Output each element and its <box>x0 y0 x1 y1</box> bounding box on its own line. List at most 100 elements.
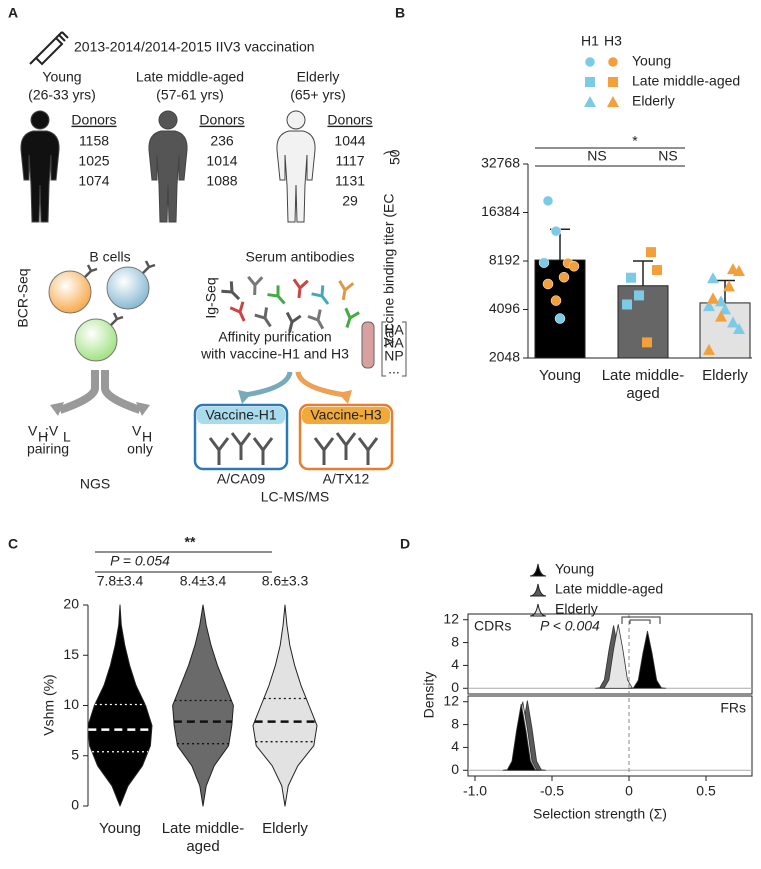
y-tick-label: 5 <box>71 746 79 762</box>
antibody <box>344 307 360 328</box>
group-age: (65+ yrs) <box>290 87 346 103</box>
antibody <box>313 437 335 465</box>
vh-sub: H <box>142 429 152 445</box>
error-bar <box>633 260 653 286</box>
antibody <box>267 285 286 305</box>
significance: P = 0.054 <box>110 553 170 569</box>
y-tick-label: 0 <box>71 797 79 813</box>
x-tick-label: Elderly <box>262 820 308 837</box>
legend-icon <box>529 583 547 597</box>
antibody <box>335 432 357 460</box>
data-point <box>626 272 636 283</box>
tube-label: HA <box>384 322 404 338</box>
y-tick-label: 4 <box>451 738 459 754</box>
legend-icon <box>529 563 547 577</box>
legend-header: H1 <box>581 33 599 49</box>
p-value: P < 0.004 <box>540 618 600 634</box>
head <box>158 110 178 130</box>
syringe-icon <box>29 31 69 66</box>
arrow-head <box>238 390 252 404</box>
x-tick-label: Late middle-aged <box>601 367 685 402</box>
body <box>276 130 316 223</box>
error-bar <box>715 279 735 303</box>
y-tick-label: 12 <box>443 692 459 708</box>
x-axis-label: Selection strength (Σ) <box>533 806 667 822</box>
data-point <box>558 271 570 283</box>
data-point <box>550 225 562 237</box>
head <box>30 110 50 130</box>
x-tick-label: Young <box>539 367 581 384</box>
bcells-label: B cells <box>89 249 130 265</box>
y-axis-label: Vshm (%) <box>41 674 57 735</box>
antibody <box>357 437 379 465</box>
panel-label: B <box>395 5 405 21</box>
result-box-header <box>302 407 390 424</box>
y-tick-label: 8192 <box>489 252 520 268</box>
data-point <box>568 260 580 272</box>
data-point <box>622 299 632 310</box>
donors-header: Donors <box>199 112 244 128</box>
legend-label: Late middle-aged <box>632 73 740 89</box>
violin <box>252 604 318 807</box>
x-tick-label: Young <box>99 820 141 837</box>
y-tick-label: 15 <box>63 646 79 662</box>
serum-label: Serum antibodies <box>246 249 355 265</box>
data-point <box>733 322 745 334</box>
x-tick-label: -1.0 <box>463 783 487 799</box>
data-point <box>715 310 727 322</box>
y-axis-label: Vaccine binding titer (EC <box>381 193 397 346</box>
antibody <box>247 275 264 296</box>
arrow-head <box>50 402 150 416</box>
data-point <box>707 292 719 304</box>
vaccination-title: 2013-2014/2014-2015 IIV3 vaccination <box>74 39 315 55</box>
donor-id: 1044 <box>334 133 365 149</box>
y-tick-label: 0 <box>451 761 459 777</box>
stat-annotation: 7.8±3.4 <box>97 573 144 589</box>
body <box>20 130 60 223</box>
subplot-title: CDRs <box>474 618 511 634</box>
data-point <box>646 247 656 258</box>
data-point <box>707 272 719 284</box>
vh-vl-sub: H <box>38 429 48 445</box>
antibody <box>252 437 274 465</box>
y-tick-label: 16384 <box>481 203 520 219</box>
donor-id: 1131 <box>335 173 365 189</box>
plot-frame <box>467 613 753 695</box>
antibody <box>292 278 309 299</box>
data-point <box>727 316 739 328</box>
density-curve <box>502 703 540 771</box>
significance: NS <box>587 148 606 164</box>
data-point <box>642 337 652 348</box>
b-cell <box>74 318 118 362</box>
bcr <box>84 264 98 278</box>
group-name: Late middle-aged <box>136 69 244 85</box>
tube <box>361 321 375 369</box>
stat-annotation: 8.6±3.3 <box>262 573 309 589</box>
donors-header: Donors <box>327 112 372 128</box>
subplot-title: FRs <box>720 700 746 716</box>
b-cell <box>106 266 150 310</box>
y-tick-label: 32768 <box>481 155 520 171</box>
y-axis-label: ) <box>381 150 397 155</box>
affinity-text: Affinity purification <box>218 329 331 345</box>
ngs-label: NGS <box>80 476 110 492</box>
strain-label: A/CA09 <box>217 471 265 487</box>
y-tick-label: 0 <box>451 679 459 695</box>
body <box>148 130 188 223</box>
person-silhouette <box>276 110 316 223</box>
donor-id: 1088 <box>206 173 237 189</box>
head <box>286 110 306 130</box>
antibody <box>307 309 325 330</box>
bcr-seq-label: BCR-Seq <box>15 268 31 327</box>
arrow-head <box>338 390 352 404</box>
antibody <box>221 281 241 301</box>
panel-label: C <box>8 536 18 552</box>
tube-label: NP <box>384 348 403 364</box>
data-point <box>554 313 566 324</box>
antibody <box>230 432 252 460</box>
y-tick-label: 8 <box>451 633 459 649</box>
tube-label: NA <box>384 335 404 351</box>
y-tick-label: 20 <box>63 596 79 612</box>
y-axis-label: Density <box>421 672 437 719</box>
antibody <box>285 311 302 333</box>
